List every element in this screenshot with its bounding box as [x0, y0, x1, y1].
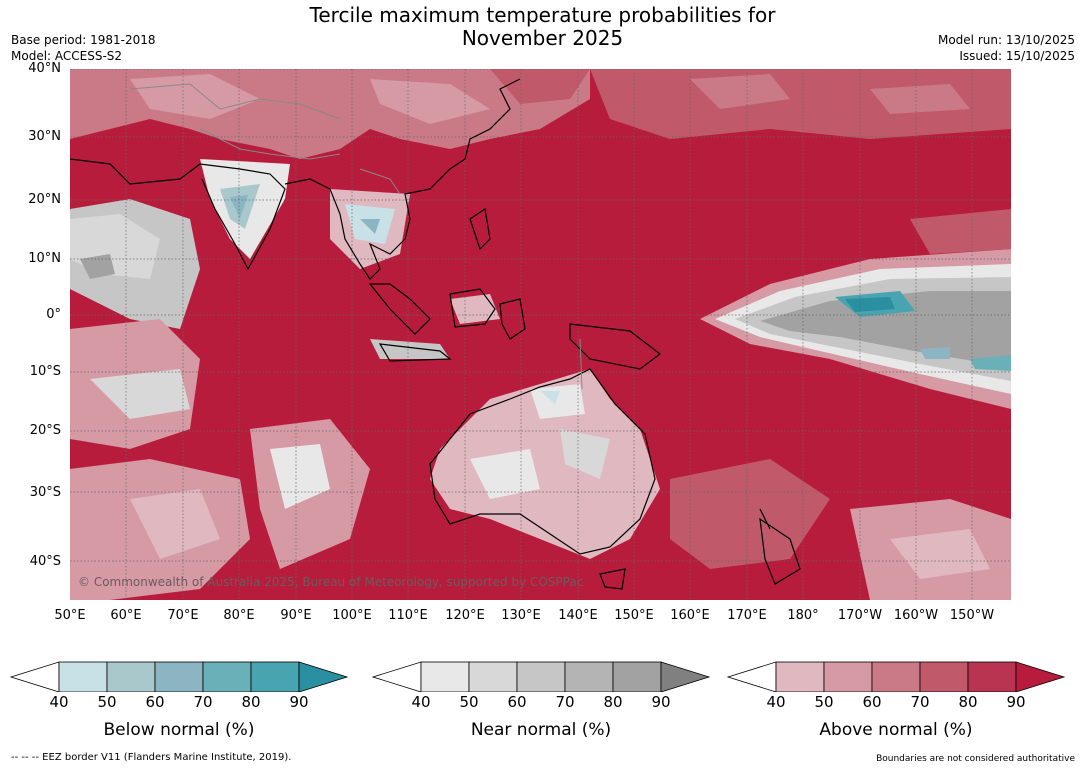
meta-left: Base period: 1981-2018 Model: ACCESS-S2 — [11, 32, 156, 64]
colorbar-swatch — [202, 661, 252, 692]
colorbar-tick: 90 — [1006, 693, 1026, 711]
colorbar-tick: 60 — [507, 693, 527, 711]
lon-label: 150°E — [614, 608, 654, 623]
colorbar-swatch — [106, 661, 156, 692]
title-line-1: Tercile maximum temperature probabilitie… — [309, 3, 776, 27]
meta-right: Model run: 13/10/2025 Issued: 15/10/2025 — [938, 32, 1075, 64]
lat-label: 40°N — [28, 61, 61, 76]
lon-label: 50°E — [54, 608, 86, 623]
colorbar-tick: 70 — [193, 693, 213, 711]
lat-label: 40°S — [29, 554, 61, 569]
eez-border-note: -- -- -- EEZ border V11 (Flanders Marine… — [11, 752, 292, 763]
lon-label: 60°E — [110, 608, 142, 623]
lat-label: 0° — [46, 307, 61, 322]
lat-label: 10°N — [28, 251, 61, 266]
lon-label: 170°W — [837, 608, 883, 623]
model-run: Model run: 13/10/2025 — [937, 33, 1075, 47]
colorbars — [9, 661, 1066, 692]
country-borders — [129, 83, 583, 390]
colorbar-swatch — [564, 661, 614, 692]
lon-label: 70°E — [167, 608, 199, 623]
lon-label: 170°E — [727, 608, 767, 623]
title-line-2: November 2025 — [461, 26, 624, 50]
lon-label: 180° — [787, 608, 819, 623]
map-title: Tercile maximum temperature probabilitie… — [0, 4, 1085, 50]
lon-label: 100°E — [332, 608, 372, 623]
lat-label: 20°N — [28, 192, 61, 207]
colorbar-swatch — [298, 661, 349, 692]
base-period: Base period: 1981-2018 — [11, 33, 156, 47]
colorbar-swatch — [250, 661, 300, 692]
colorbar-tick: 80 — [241, 693, 261, 711]
colorbar-tick: 90 — [289, 693, 309, 711]
colorbar-tick: 70 — [555, 693, 575, 711]
colorbar-below-normal — [9, 661, 349, 692]
colorbar-tick: 40 — [411, 693, 431, 711]
issued-date: Issued: 15/10/2025 — [959, 49, 1075, 63]
colorbar-tick: 50 — [459, 693, 479, 711]
lon-label: 110°E — [388, 608, 428, 623]
lon-label: 140°E — [558, 608, 598, 623]
australia-region — [430, 369, 660, 559]
lat-label: 30°N — [28, 129, 61, 144]
colorbar-swatch — [919, 661, 969, 692]
colorbar-tick: 80 — [603, 693, 623, 711]
lon-label: 160°E — [670, 608, 710, 623]
colorbar-label-near: Near normal (%) — [470, 720, 612, 740]
colorbar-tick: 60 — [145, 693, 165, 711]
lat-label: 20°S — [29, 423, 61, 438]
colorbar-swatch — [1015, 661, 1066, 692]
colorbar-swatch — [516, 661, 566, 692]
colorbar-tick: 90 — [651, 693, 671, 711]
colorbar-tick: 70 — [910, 693, 930, 711]
map-svg — [70, 69, 1011, 600]
colorbar-swatch — [154, 661, 204, 692]
colorbar-swatch — [468, 661, 518, 692]
colorbar-label-above: Above normal (%) — [819, 720, 973, 740]
colorbar-swatch — [871, 661, 921, 692]
colorbar-swatch — [660, 661, 711, 692]
colorbar-swatch — [775, 661, 825, 692]
colorbar-tick: 50 — [814, 693, 834, 711]
lon-label: 150°W — [949, 608, 995, 623]
lat-label: 30°S — [29, 485, 61, 500]
colorbar-tick: 60 — [862, 693, 882, 711]
colorbar-tick: 50 — [97, 693, 117, 711]
lon-label: 130°E — [501, 608, 541, 623]
copyright-notice: © Commonwealth of Australia 2025, Bureau… — [78, 575, 584, 589]
colorbar-label-below: Below normal (%) — [103, 720, 255, 740]
lon-label: 80°E — [223, 608, 255, 623]
colorbar-near-normal — [371, 661, 711, 692]
colorbar-swatch — [823, 661, 873, 692]
colorbar-tick: 80 — [958, 693, 978, 711]
colorbar-swatch — [612, 661, 662, 692]
colorbar-tick: 40 — [766, 693, 786, 711]
colorbar-swatch — [967, 661, 1017, 692]
lon-label: 120°E — [445, 608, 485, 623]
lon-label: 160°W — [893, 608, 939, 623]
probability-map — [70, 69, 1011, 600]
coastlines — [70, 78, 801, 590]
colorbar-swatch — [58, 661, 108, 692]
colorbar-above-normal — [726, 661, 1066, 692]
lon-label: 90°E — [280, 608, 312, 623]
model-name: Model: ACCESS-S2 — [11, 49, 123, 63]
colorbar-tick: 40 — [49, 693, 69, 711]
boundaries-disclaimer: Boundaries are not considered authoritat… — [876, 754, 1075, 764]
colorbar-swatch — [420, 661, 470, 692]
lat-label: 10°S — [29, 364, 61, 379]
